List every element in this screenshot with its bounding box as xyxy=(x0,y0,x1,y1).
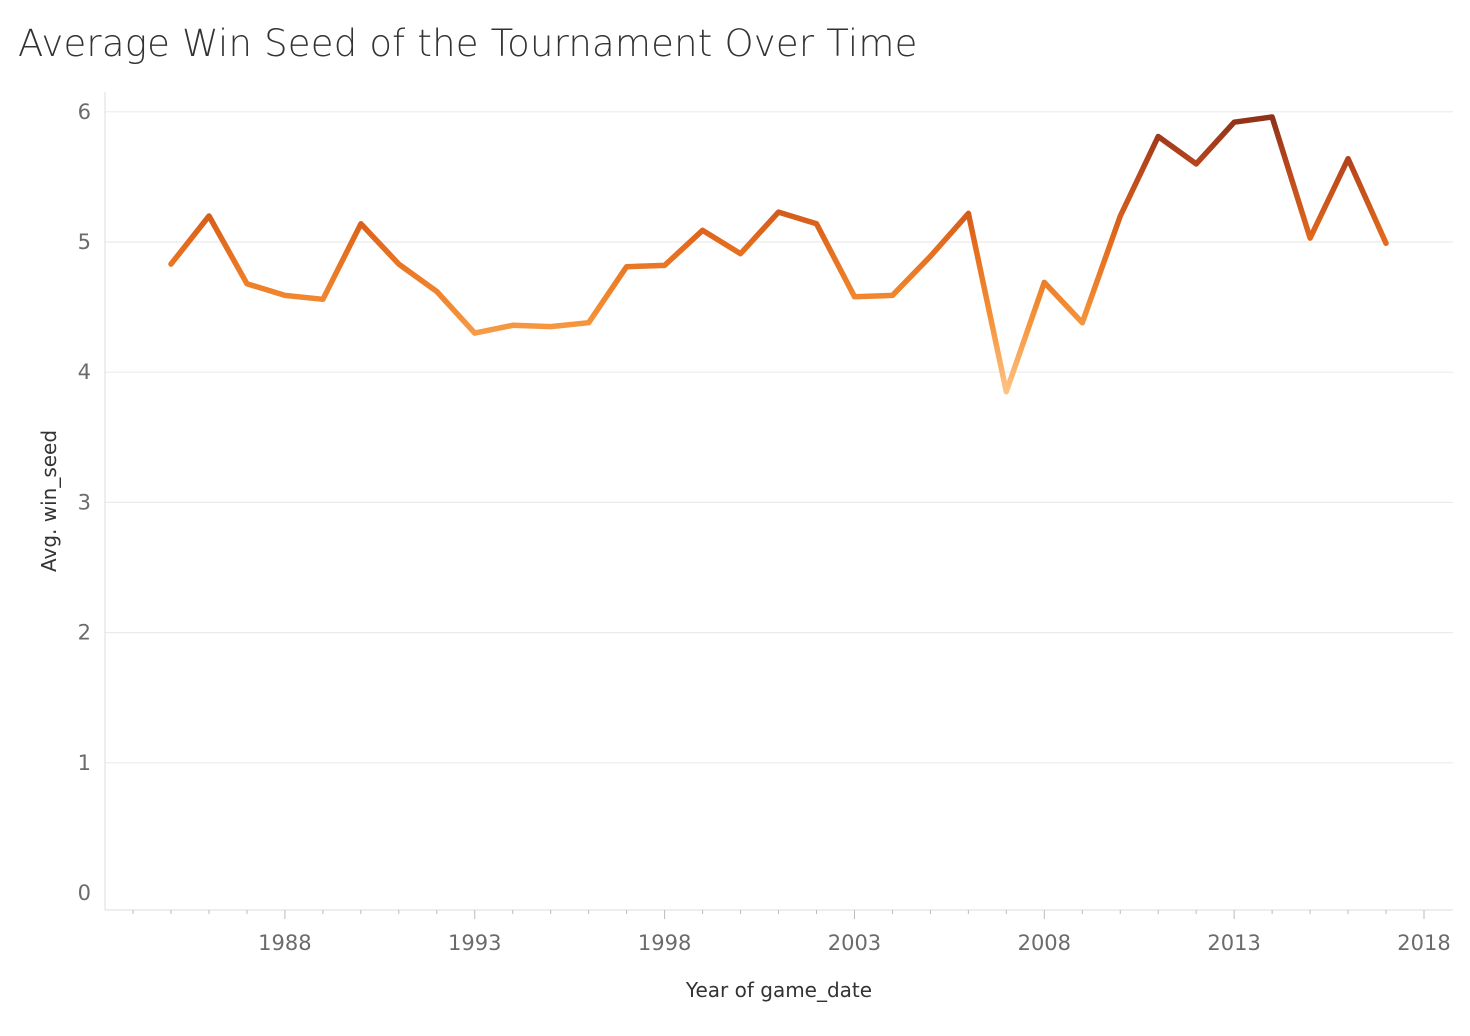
y-tick-label: 0 xyxy=(78,881,91,905)
x-tick-label: 2008 xyxy=(1018,931,1071,955)
y-tick-label: 2 xyxy=(78,621,91,645)
x-tick-label: 2018 xyxy=(1397,931,1450,955)
y-tick-label: 6 xyxy=(78,100,91,124)
gridlines xyxy=(105,111,1453,764)
x-tick-label: 1988 xyxy=(258,931,311,955)
series-layer xyxy=(168,114,1389,395)
axes: 0 1 2 3 4 5 6 1988 1993 1998 2003 2008 2013 2018 xyxy=(78,92,1453,955)
x-tick-label: 1998 xyxy=(638,931,691,955)
series-line xyxy=(168,114,1389,395)
x-tick-label: 2003 xyxy=(828,931,881,955)
y-tick-label: 1 xyxy=(78,751,91,775)
y-axis-title: Avg. win_seed xyxy=(37,430,61,572)
y-tick-label: 5 xyxy=(78,230,91,254)
x-tick-label: 2013 xyxy=(1207,931,1260,955)
y-tick-label: 3 xyxy=(78,490,91,514)
chart-title: Average Win Seed of the Tournament Over … xyxy=(18,22,918,65)
y-tick-label: 4 xyxy=(78,360,91,384)
x-axis-title: Year of game_date xyxy=(685,978,872,1002)
x-tick-label: 1993 xyxy=(448,931,501,955)
